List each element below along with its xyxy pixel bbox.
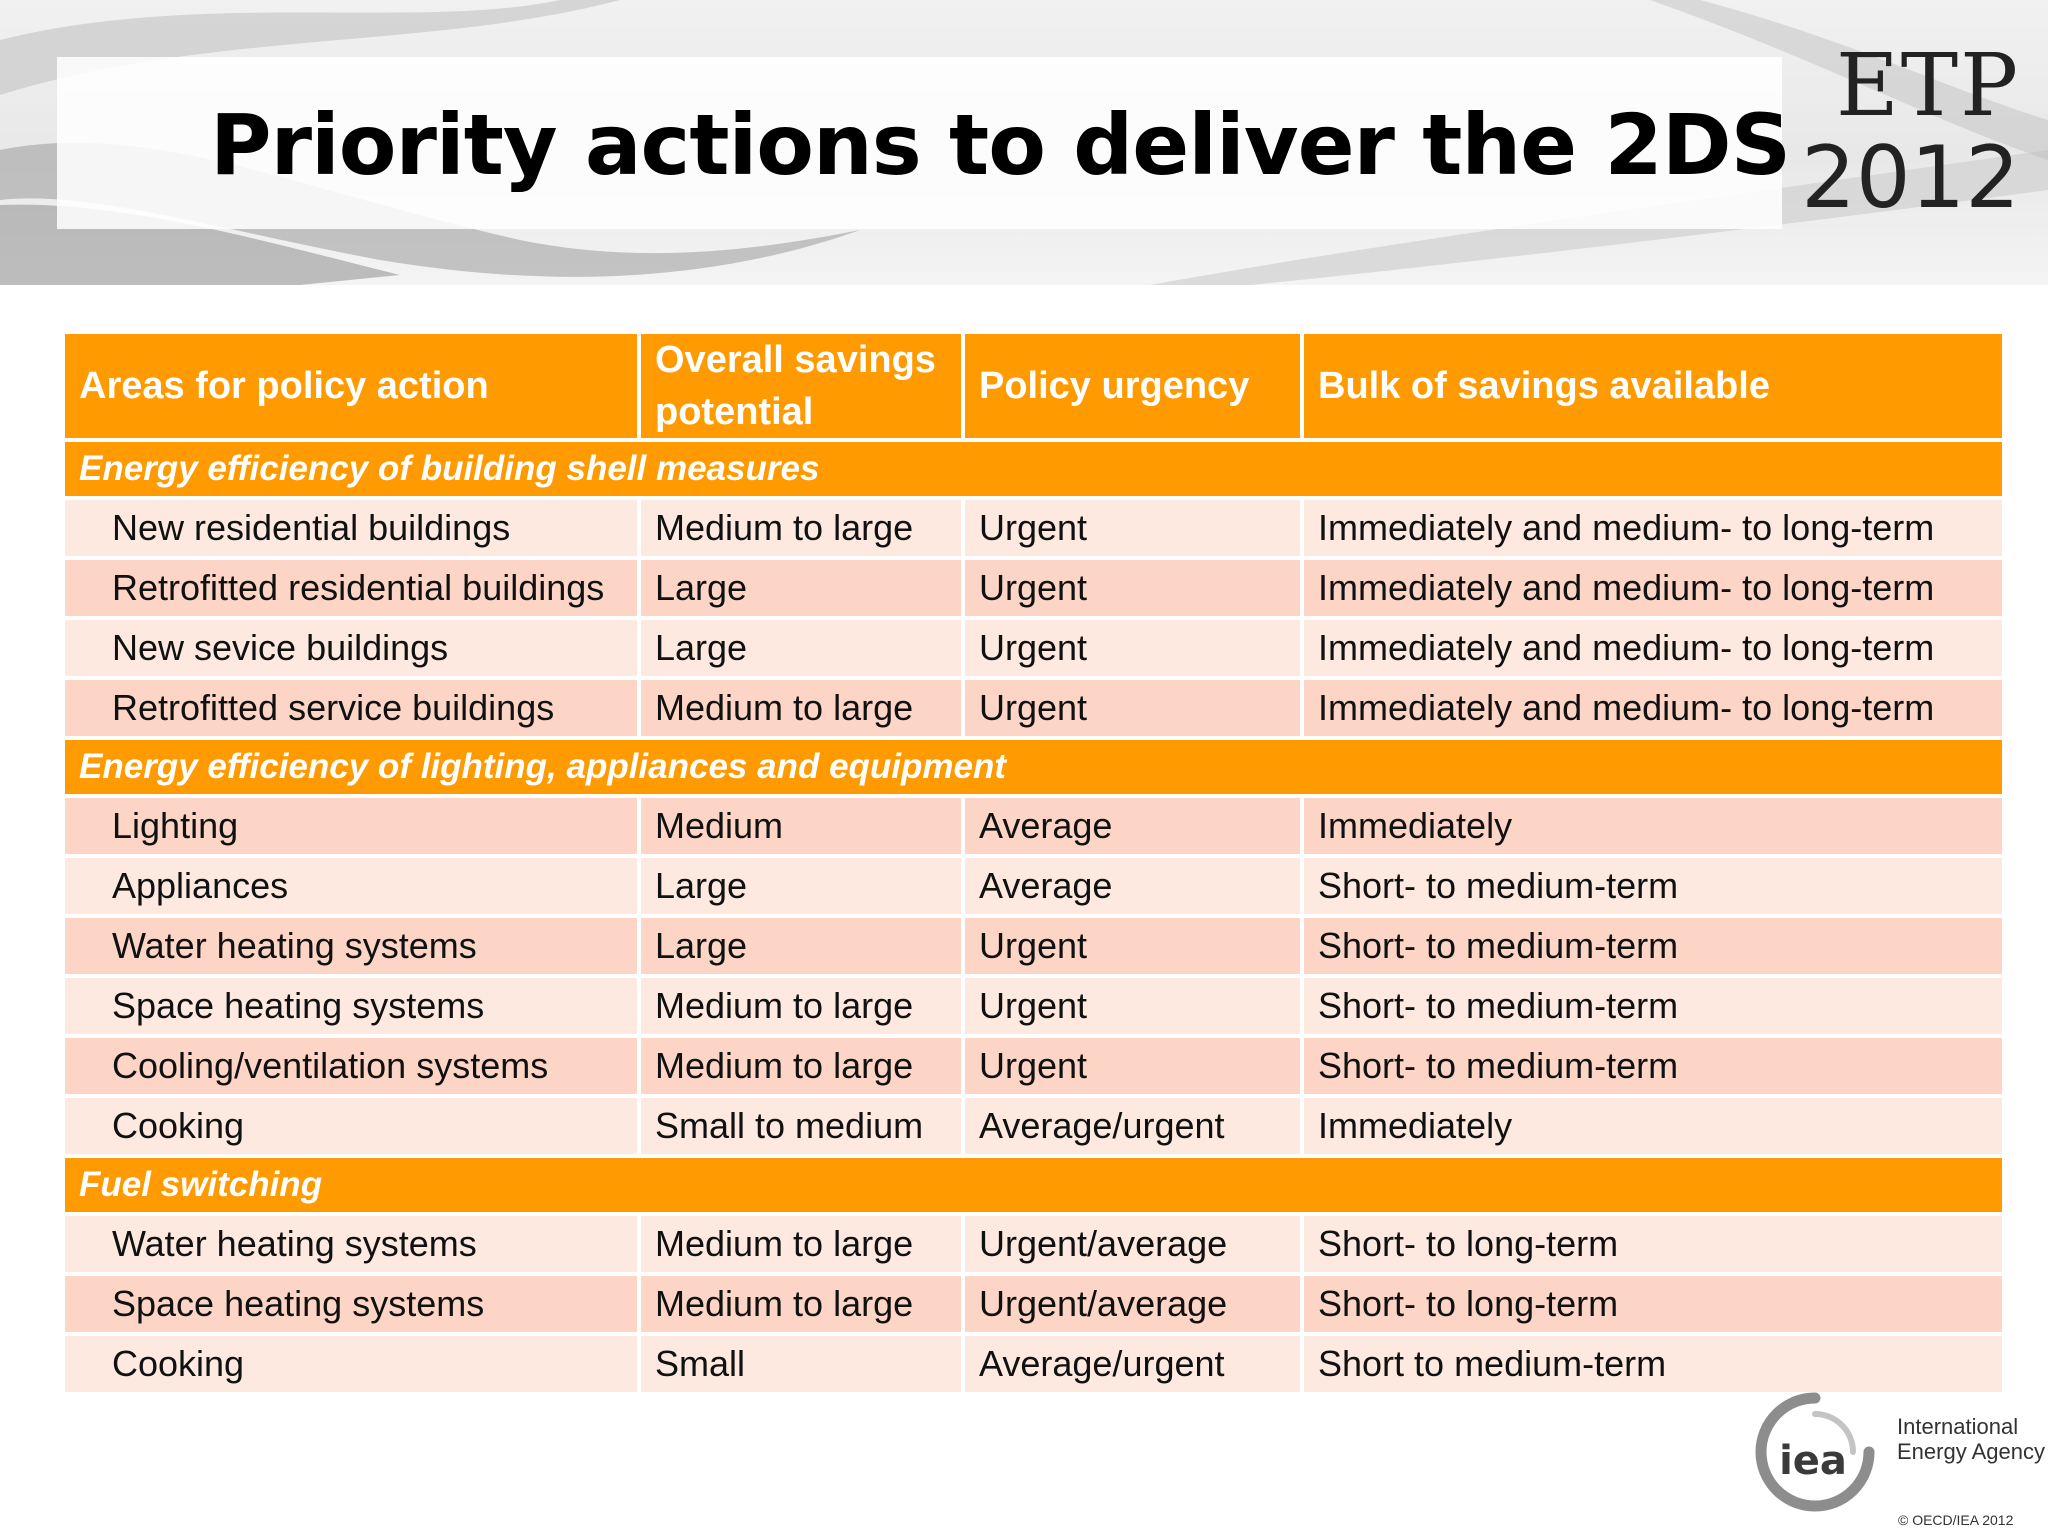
table-row: Water heating systems Large Urgent Short… xyxy=(65,918,2002,974)
iea-logo-mark: iea xyxy=(1779,1438,1847,1484)
cell-area: Retrofitted service buildings xyxy=(65,680,641,736)
header-bulk-of-savings: Bulk of savings available xyxy=(1304,334,2002,438)
copyright-notice: © OECD/IEA 2012 xyxy=(1898,1512,2014,1528)
cell-area: Cooling/ventilation systems xyxy=(65,1038,641,1094)
table-row: Cooling/ventilation systems Medium to la… xyxy=(65,1038,2002,1094)
table-row: Water heating systems Medium to large Ur… xyxy=(65,1216,2002,1272)
cell-area: Space heating systems xyxy=(65,978,641,1034)
cell-area: Space heating systems xyxy=(65,1276,641,1332)
table-row: Lighting Medium Average Immediately xyxy=(65,798,2002,854)
etp-logo-line1: ETP xyxy=(1835,36,2020,136)
cell-policy-urgency: Urgent xyxy=(965,560,1304,616)
section-title: Energy efficiency of building shell meas… xyxy=(65,442,2002,496)
cell-savings-potential: Medium to large xyxy=(641,1276,965,1332)
etp-logo-line2: 2012 xyxy=(1801,128,2020,228)
cell-area: Retrofitted residential buildings xyxy=(65,560,641,616)
cell-bulk-savings: Immediately and medium- to long-term xyxy=(1304,680,2002,736)
policy-actions-table: Areas for policy action Overall savings … xyxy=(65,330,2002,1396)
cell-savings-potential: Medium to large xyxy=(641,680,965,736)
table-row: New sevice buildings Large Urgent Immedi… xyxy=(65,620,2002,676)
cell-policy-urgency: Average xyxy=(965,858,1304,914)
cell-area: Appliances xyxy=(65,858,641,914)
cell-area: Water heating systems xyxy=(65,918,641,974)
cell-area: New residential buildings xyxy=(65,500,641,556)
cell-bulk-savings: Short- to medium-term xyxy=(1304,858,2002,914)
table-row: Retrofitted service buildings Medium to … xyxy=(65,680,2002,736)
table-row: Cooking Small Average/urgent Short to me… xyxy=(65,1336,2002,1392)
cell-savings-potential: Small to medium xyxy=(641,1098,965,1154)
table-row: Space heating systems Medium to large Ur… xyxy=(65,978,2002,1034)
cell-policy-urgency: Urgent xyxy=(965,620,1304,676)
cell-savings-potential: Large xyxy=(641,620,965,676)
cell-policy-urgency: Average/urgent xyxy=(965,1336,1304,1392)
cell-area: New sevice buildings xyxy=(65,620,641,676)
cell-savings-potential: Large xyxy=(641,858,965,914)
section-row: Energy efficiency of building shell meas… xyxy=(65,442,2002,496)
cell-bulk-savings: Immediately and medium- to long-term xyxy=(1304,500,2002,556)
table-row: Space heating systems Medium to large Ur… xyxy=(65,1276,2002,1332)
cell-policy-urgency: Urgent/average xyxy=(965,1216,1304,1272)
page-title: Priority actions to deliver the 2DS xyxy=(210,96,1791,194)
cell-bulk-savings: Short- to long-term xyxy=(1304,1216,2002,1272)
cell-area: Water heating systems xyxy=(65,1216,641,1272)
section-title: Energy efficiency of lighting, appliance… xyxy=(65,740,2002,794)
iea-name-line2: Energy Agency xyxy=(1897,1439,2045,1464)
cell-savings-potential: Large xyxy=(641,918,965,974)
cell-area: Cooking xyxy=(65,1098,641,1154)
cell-savings-potential: Medium xyxy=(641,798,965,854)
header-areas-for-policy-action: Areas for policy action xyxy=(65,334,641,438)
cell-savings-potential: Medium to large xyxy=(641,500,965,556)
header-overall-savings-potential: Overall savings potential xyxy=(641,334,965,438)
header-policy-urgency: Policy urgency xyxy=(965,334,1304,438)
table-header-row: Areas for policy action Overall savings … xyxy=(65,334,2002,438)
cell-area: Cooking xyxy=(65,1336,641,1392)
cell-savings-potential: Medium to large xyxy=(641,1216,965,1272)
cell-bulk-savings: Short- to long-term xyxy=(1304,1276,2002,1332)
cell-savings-potential: Small xyxy=(641,1336,965,1392)
cell-policy-urgency: Average xyxy=(965,798,1304,854)
section-row: Energy efficiency of lighting, appliance… xyxy=(65,740,2002,794)
section-row: Fuel switching xyxy=(65,1158,2002,1212)
cell-policy-urgency: Urgent xyxy=(965,978,1304,1034)
cell-policy-urgency: Urgent xyxy=(965,1038,1304,1094)
cell-bulk-savings: Short- to medium-term xyxy=(1304,1038,2002,1094)
cell-policy-urgency: Average/urgent xyxy=(965,1098,1304,1154)
cell-bulk-savings: Short- to medium-term xyxy=(1304,918,2002,974)
cell-bulk-savings: Immediately and medium- to long-term xyxy=(1304,620,2002,676)
cell-policy-urgency: Urgent xyxy=(965,680,1304,736)
iea-name-line1: International xyxy=(1897,1414,2019,1439)
cell-policy-urgency: Urgent/average xyxy=(965,1276,1304,1332)
table-row: Cooking Small to medium Average/urgent I… xyxy=(65,1098,2002,1154)
etp-2012-logo: ETP 2012 xyxy=(1770,40,2020,224)
table-row: Appliances Large Average Short- to mediu… xyxy=(65,858,2002,914)
title-panel xyxy=(57,57,1782,229)
header-banner xyxy=(0,0,2048,285)
section-title: Fuel switching xyxy=(65,1158,2002,1212)
cell-policy-urgency: Urgent xyxy=(965,500,1304,556)
cell-area: Lighting xyxy=(65,798,641,854)
cell-savings-potential: Medium to large xyxy=(641,978,965,1034)
cell-bulk-savings: Short to medium-term xyxy=(1304,1336,2002,1392)
cell-savings-potential: Medium to large xyxy=(641,1038,965,1094)
cell-bulk-savings: Immediately and medium- to long-term xyxy=(1304,560,2002,616)
iea-agency-name: International Energy Agency xyxy=(1897,1414,2045,1464)
cell-bulk-savings: Short- to medium-term xyxy=(1304,978,2002,1034)
cell-bulk-savings: Immediately xyxy=(1304,798,2002,854)
cell-savings-potential: Large xyxy=(641,560,965,616)
table-row: New residential buildings Medium to larg… xyxy=(65,500,2002,556)
table-row: Retrofitted residential buildings Large … xyxy=(65,560,2002,616)
iea-logo-icon: iea xyxy=(1755,1392,1875,1512)
cell-policy-urgency: Urgent xyxy=(965,918,1304,974)
cell-bulk-savings: Immediately xyxy=(1304,1098,2002,1154)
